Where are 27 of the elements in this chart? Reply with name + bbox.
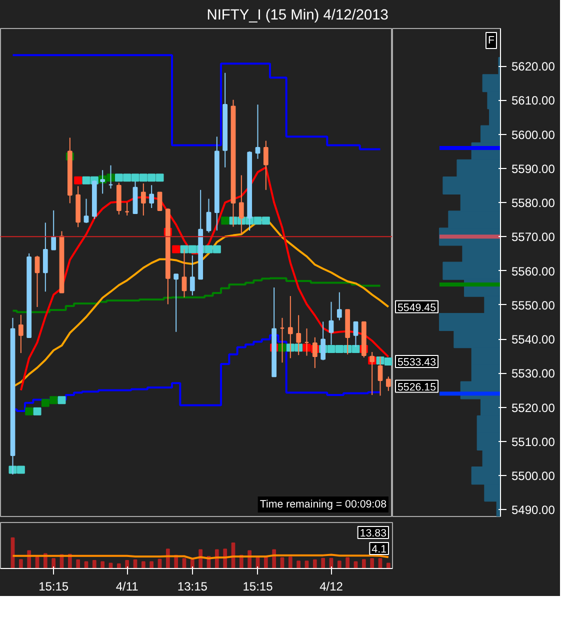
- annotation: 4.1: [372, 544, 387, 556]
- y-tick-label: 5570.00: [512, 230, 556, 244]
- text: 5526.15: [398, 381, 436, 394]
- x-tick-label: 15:15: [242, 580, 274, 594]
- annotation: F: [488, 34, 495, 46]
- y-tick-label: 5610.00: [512, 94, 556, 108]
- y-tick-label: 5600.00: [512, 128, 556, 142]
- chart-title: NIFTY_I (15 Min) 4/12/2013: [206, 8, 388, 24]
- y-tick-label: 5530.00: [512, 366, 556, 381]
- data-label: 5533.43: [398, 356, 436, 368]
- y-tick-label: 5580.00: [512, 196, 556, 210]
- y-tick-label: 5560.00: [512, 264, 556, 278]
- y-tick-label: 5620.00: [512, 60, 556, 74]
- y-tick-label: 5520.00: [512, 400, 556, 415]
- y-tick-label: 5500.00: [512, 469, 556, 484]
- x-tick-label: 15:15: [38, 580, 69, 594]
- x-tick-label: 13:15: [177, 580, 208, 594]
- y-tick-label: 5510.00: [512, 434, 556, 449]
- y-tick-label: 5550.00: [512, 298, 556, 312]
- y-tick-label: 5490.00: [512, 503, 556, 518]
- annotation: 13.83: [360, 528, 387, 540]
- y-tick-label: 5590.00: [512, 162, 556, 176]
- y-tick-label: 5540.00: [512, 332, 556, 347]
- annotation: Time remaining = 00:09:08: [260, 498, 387, 510]
- data-label: 5549.45: [398, 302, 436, 314]
- x-tick-label: 4/12: [320, 580, 344, 594]
- x-tick-label: 4/11: [116, 580, 139, 594]
